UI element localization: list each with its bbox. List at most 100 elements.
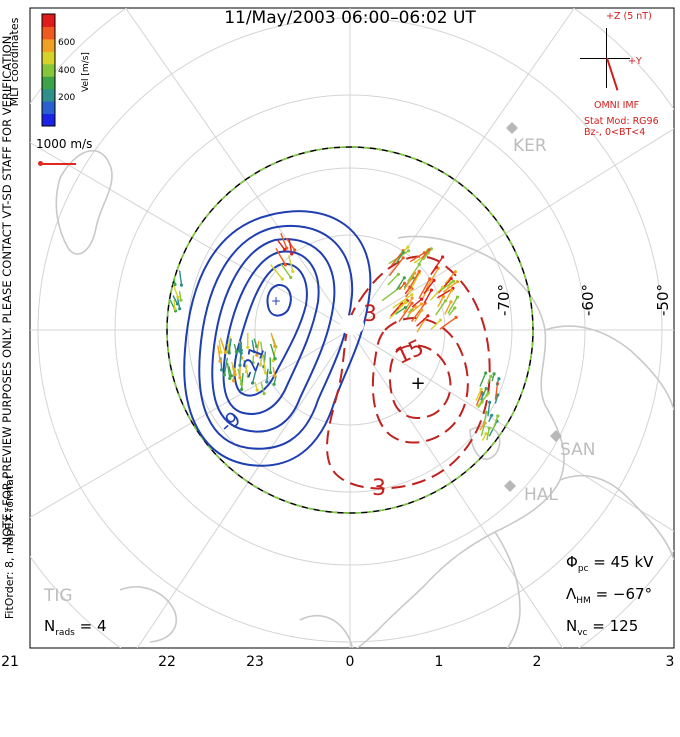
velocity-colorbar (42, 14, 55, 127)
pole-gap (340, 315, 364, 335)
svg-text:+: + (271, 294, 281, 308)
vector-origin (430, 289, 433, 292)
stat-polar-cap-potential: Φpc = 45 kV (566, 553, 653, 574)
vector-origin (450, 289, 453, 292)
nvc-symbol: N (566, 617, 577, 635)
vector-origin (435, 266, 438, 269)
vector-origin (251, 381, 254, 384)
station-hal: HAL (524, 485, 558, 505)
colorbar-tick-200: 200 (58, 93, 75, 103)
vector-origin (410, 302, 413, 305)
vector-origin (256, 389, 259, 392)
vector-origin (178, 307, 181, 310)
phi-symbol: Φ (566, 553, 578, 571)
vector-origin (493, 372, 496, 375)
vector-origin (283, 248, 286, 251)
station-ker: KER (513, 136, 547, 156)
imf-model: Stat Mod: RG96 (584, 116, 659, 127)
coordinate-system-label: MLT coordinates (8, 0, 22, 127)
vector-origin (455, 316, 458, 319)
vector-origin (293, 248, 296, 251)
vector-origin (485, 387, 488, 390)
vector-origin (418, 263, 421, 266)
vector-origin (490, 414, 493, 417)
vector-origin (428, 277, 431, 280)
scale-vector-label: 1000 m/s (36, 137, 92, 151)
vector-origin (403, 276, 406, 279)
vector-origin (240, 382, 243, 385)
lambda-symbol: Λ (566, 585, 576, 603)
colorbar-segment (42, 51, 55, 64)
vector-origin (173, 283, 176, 286)
mlt-label-21: 21 (0, 654, 20, 670)
colorbar-segment (42, 114, 55, 127)
vector-origin (220, 368, 223, 371)
vector-origin (404, 306, 407, 309)
vector-origin (240, 388, 243, 391)
lambda-value: = −67° (591, 585, 652, 603)
imf-condition: Bz-, 0<BT<4 (584, 127, 645, 138)
vector-origin (454, 270, 457, 273)
vector-origin (411, 297, 414, 300)
stat-radar-count: Nrads = 4 (44, 617, 107, 638)
vector-origin (402, 256, 405, 259)
phi-sub: pc (578, 564, 589, 574)
vector-origin (410, 293, 413, 296)
vector-origin (484, 371, 487, 374)
vector-origin (176, 296, 179, 299)
lambda-sub: HM (576, 596, 591, 606)
svg-text:+: + (410, 373, 425, 394)
vector-origin (484, 432, 487, 435)
vector-origin (489, 375, 492, 378)
vector-origin (273, 345, 276, 348)
vector-origin (265, 380, 268, 383)
nrads-value: = 4 (75, 617, 107, 635)
vector-origin (450, 277, 453, 280)
stat-vector-count: Nvc = 125 (566, 617, 638, 638)
nvc-sub: vc (577, 628, 587, 638)
colorbar-segment (42, 64, 55, 77)
map-title: 11/May/2003 06:00–06:02 UT (160, 8, 540, 28)
vector-origin (180, 284, 183, 287)
vector-origin (397, 273, 400, 276)
vector-origin (232, 379, 235, 382)
vector-origin (291, 270, 294, 273)
vector-origin (227, 351, 230, 354)
vector-origin (407, 249, 410, 252)
contour-label-pos-3a: 3 (363, 302, 377, 327)
vector-origin (420, 302, 423, 305)
vector-origin (176, 302, 179, 305)
mlt-label-23: 23 (240, 654, 270, 670)
vector-origin (274, 357, 277, 360)
vector-origin (449, 300, 452, 303)
vector-origin (289, 276, 292, 279)
nvc-value: = 125 (588, 617, 639, 635)
imf-z-label: +Z (5 nT) (606, 11, 652, 22)
vector-origin (264, 371, 267, 374)
vector-origin (273, 383, 276, 386)
vector-origin (281, 277, 284, 280)
lat-label-60: -60° (579, 275, 595, 325)
vector-origin (452, 280, 455, 283)
vector-origin (219, 360, 222, 363)
vector-origin (441, 255, 444, 258)
vector-origin (269, 371, 272, 374)
vector-origin (420, 298, 423, 301)
vector-origin (413, 272, 416, 275)
nrads-sub: rads (55, 628, 75, 638)
vector-origin (497, 377, 500, 380)
vector-origin (426, 314, 429, 317)
vector-origin (223, 373, 226, 376)
fit-order-note: FitOrder: 8, mapEX format (3, 357, 17, 737)
vector-origin (290, 252, 293, 255)
colorbar-tick-600: 600 (58, 38, 75, 48)
vector-origin (263, 392, 266, 395)
phi-value: = 45 kV (588, 553, 653, 571)
vector-origin (238, 376, 241, 379)
vector-origin (481, 400, 484, 403)
vector-origin (404, 300, 407, 303)
vector-origin (488, 401, 491, 404)
vector-origin (401, 251, 404, 254)
vector-origin (456, 280, 459, 283)
station-san: SAN (560, 440, 595, 460)
